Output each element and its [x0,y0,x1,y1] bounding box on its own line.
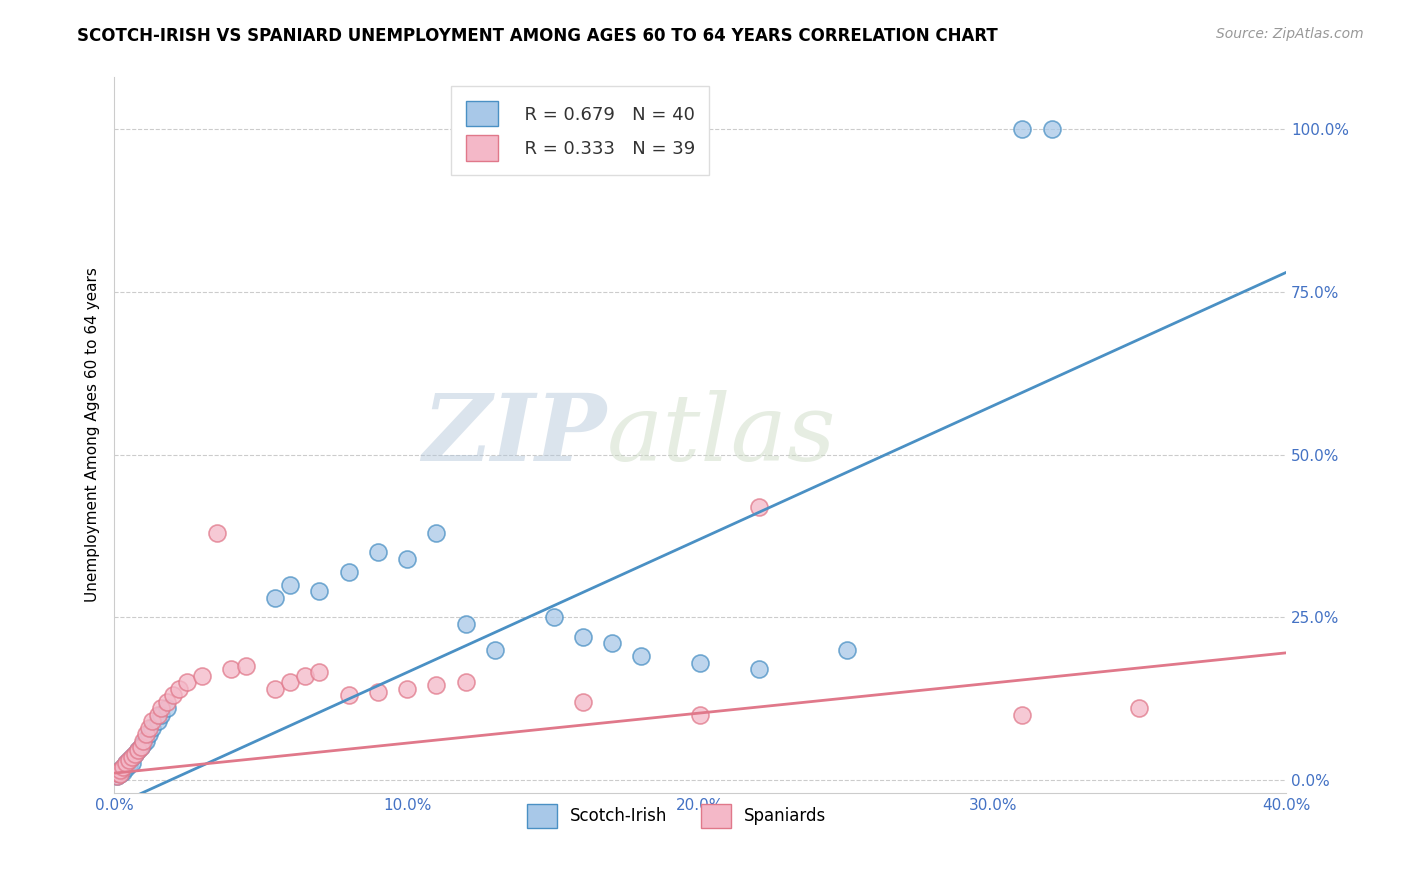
Y-axis label: Unemployment Among Ages 60 to 64 years: Unemployment Among Ages 60 to 64 years [86,268,100,602]
Point [115,756,138,771]
Point [425,678,447,692]
Point [138,727,160,741]
Point [141,721,163,735]
Point [1040,122,1063,136]
Point [454,616,477,631]
Point [118,753,141,767]
Point [115,756,138,771]
Point [141,714,163,728]
Point [543,610,565,624]
Point [156,695,179,709]
Point [454,675,477,690]
Point [294,668,316,682]
Text: Source: ZipAtlas.com: Source: ZipAtlas.com [1216,27,1364,41]
Point [1128,701,1150,715]
Point [337,565,360,579]
Point [124,747,146,761]
Point [111,759,134,773]
Point [138,721,160,735]
Point [111,764,134,779]
Text: SCOTCH-IRISH VS SPANIARD UNEMPLOYMENT AMONG AGES 60 TO 64 YEARS CORRELATION CHAR: SCOTCH-IRISH VS SPANIARD UNEMPLOYMENT AM… [77,27,998,45]
Point [162,688,184,702]
Point [264,591,287,605]
Point [600,636,623,650]
Point [689,656,711,670]
Point [146,714,169,728]
Point [135,733,157,747]
Point [105,766,128,780]
Point [191,668,214,682]
Point [396,681,419,696]
Point [835,642,858,657]
Point [105,769,128,783]
Point [121,750,143,764]
Point [264,681,287,696]
Point [1011,122,1033,136]
Point [150,701,173,715]
Point [308,584,330,599]
Point [278,675,301,690]
Point [150,707,173,722]
Legend: Scotch-Irish, Spaniards: Scotch-Irish, Spaniards [520,797,834,834]
Point [572,695,595,709]
Point [146,707,169,722]
Point [108,767,131,781]
Point [367,685,389,699]
Point [689,707,711,722]
Point [221,662,243,676]
Point [121,756,143,771]
Point [205,525,228,540]
Point [118,758,141,772]
Point [132,737,155,751]
Point [108,763,131,777]
Point [396,551,419,566]
Point [105,769,128,783]
Point [176,675,198,690]
Point [1011,707,1033,722]
Point [129,740,152,755]
Point [115,761,138,775]
Point [132,733,155,747]
Point [129,740,152,755]
Point [748,500,770,514]
Point [127,743,149,757]
Point [308,665,330,680]
Point [630,649,652,664]
Text: atlas: atlas [606,390,835,480]
Point [135,727,157,741]
Point [111,759,134,773]
Point [278,577,301,591]
Point [337,688,360,702]
Point [748,662,770,676]
Point [118,753,141,767]
Point [167,681,190,696]
Point [105,766,128,780]
Point [367,545,389,559]
Point [425,525,447,540]
Point [572,630,595,644]
Point [235,658,257,673]
Point [121,750,143,764]
Point [484,642,506,657]
Point [108,763,131,777]
Text: ZIP: ZIP [422,390,606,480]
Point [124,747,146,761]
Point [127,743,149,757]
Point [108,767,131,781]
Point [156,701,179,715]
